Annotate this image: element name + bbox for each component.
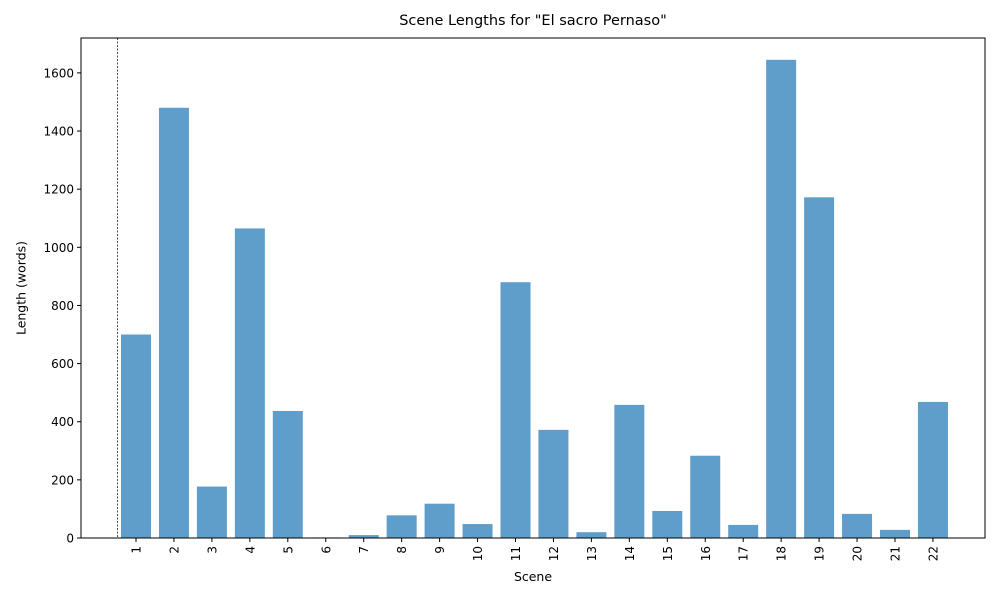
y-tick-label: 800	[51, 299, 74, 313]
x-tick-label: 20	[851, 546, 865, 561]
chart-title: Scene Lengths for "El sacro Pernaso"	[399, 13, 667, 29]
x-tick-label: 16	[699, 546, 713, 561]
bar-scene-15	[652, 510, 683, 538]
bars-group	[121, 59, 948, 539]
bar-scene-2	[158, 107, 189, 539]
bar-scene-10	[462, 524, 493, 538]
x-tick-label: 15	[661, 546, 675, 561]
x-tick-label: 21	[889, 546, 903, 561]
x-tick-label: 8	[395, 546, 409, 554]
x-tick-label: 2	[167, 546, 181, 554]
y-tick-label: 0	[66, 532, 74, 546]
bar-scene-22	[917, 401, 948, 538]
bar-scene-19	[804, 197, 835, 539]
bar-scene-5	[272, 410, 303, 538]
bar-scene-8	[386, 515, 417, 538]
y-tick-label: 200	[51, 473, 74, 487]
y-tick-label: 1600	[43, 66, 74, 80]
x-axis-label: Scene	[513, 569, 553, 584]
x-tick-label: 9	[433, 546, 447, 554]
x-tick-label: 4	[243, 546, 257, 554]
bar-scene-18	[766, 59, 797, 539]
x-tick-label: 19	[813, 546, 827, 561]
bar-scene-7	[348, 535, 379, 538]
y-tick-label: 1000	[43, 241, 74, 255]
x-tick-label: 3	[205, 546, 219, 554]
x-tick-label: 22	[926, 546, 940, 561]
x-tick-label: 12	[547, 546, 561, 561]
x-tick-label: 5	[281, 546, 295, 554]
x-tick-label: 14	[623, 546, 637, 561]
x-axis-ticks: 1 2 3 4 5 6 7 8 9 10 11 12 13 14 15 16 17 18 19 20 21 22	[130, 538, 940, 561]
bar-scene-1	[121, 334, 151, 538]
x-tick-label: 10	[471, 546, 485, 561]
y-tick-label: 1200	[43, 183, 74, 197]
bar-scene-21	[880, 529, 910, 538]
bar-scene-16	[690, 455, 721, 538]
bar-scene-9	[424, 503, 455, 538]
bar-scene-20	[842, 513, 873, 538]
y-tick-label: 1400	[43, 125, 74, 139]
bar-scene-13	[576, 532, 607, 538]
y-tick-label: 600	[51, 357, 74, 371]
bar-scene-11	[500, 282, 531, 538]
x-tick-label: 6	[319, 546, 333, 554]
x-tick-label: 1	[130, 546, 144, 554]
x-tick-label: 13	[585, 546, 599, 561]
axes-frame	[80, 37, 986, 539]
x-tick-label: 18	[775, 546, 789, 561]
y-axis-label: Length (words)	[13, 240, 29, 336]
bar-scene-3	[196, 486, 227, 538]
x-tick-label: 7	[357, 546, 371, 554]
bar-scene-4	[234, 228, 265, 538]
y-tick-label: 400	[51, 415, 74, 429]
x-tick-label: 17	[737, 546, 751, 561]
bar-scene-14	[614, 404, 645, 538]
bar-scene-12	[538, 429, 569, 538]
x-tick-label: 11	[509, 546, 523, 561]
y-axis-ticks: 0 200 400 600 800 1000 1200 1400 1600	[43, 66, 81, 546]
bar-scene-17	[728, 524, 759, 538]
